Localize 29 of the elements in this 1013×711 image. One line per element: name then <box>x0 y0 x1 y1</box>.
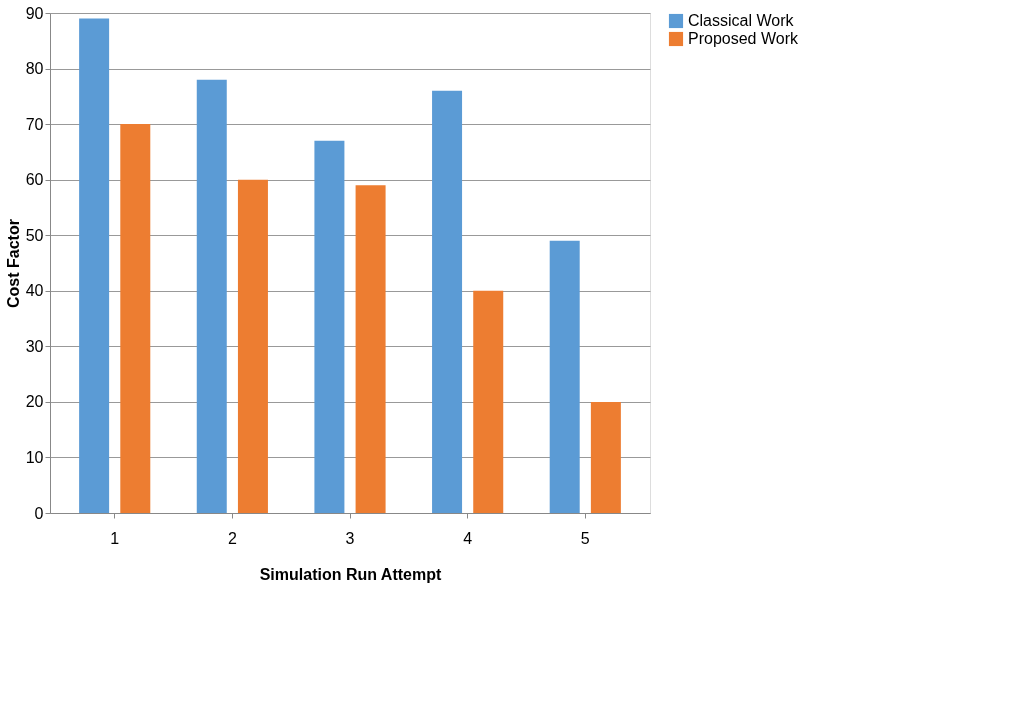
bar <box>196 79 227 513</box>
legend-label: Proposed Work <box>688 30 799 47</box>
x-tick-label: 2 <box>227 529 237 547</box>
x-axis-title: Simulation Run Attempt <box>259 565 442 583</box>
bar <box>590 401 621 513</box>
x-tick-label: 3 <box>345 529 355 547</box>
y-tick-label: 90 <box>25 4 44 22</box>
bar <box>237 179 268 513</box>
bar <box>549 240 580 513</box>
x-tick-label: 4 <box>463 529 473 547</box>
y-tick-label: 0 <box>34 504 44 522</box>
legend-label: Classical Work <box>688 12 795 29</box>
x-tick-label: 1 <box>110 529 120 547</box>
y-axis-title: Cost Factor <box>4 219 22 308</box>
bar <box>432 90 463 513</box>
y-tick-label: 80 <box>25 60 44 78</box>
bar <box>120 124 151 513</box>
y-tick-label: 40 <box>25 282 44 300</box>
y-tick-label: 50 <box>25 226 44 244</box>
bar <box>473 290 504 513</box>
x-tick-label: 5 <box>580 529 590 547</box>
y-tick-label: 30 <box>25 337 44 355</box>
bar <box>314 140 345 513</box>
bar <box>79 18 110 513</box>
y-tick-label: 20 <box>25 393 44 411</box>
y-tick-label: 10 <box>25 448 44 466</box>
y-tick-label: 70 <box>25 115 44 133</box>
y-tick-label: 60 <box>25 171 44 189</box>
bar <box>355 185 386 513</box>
